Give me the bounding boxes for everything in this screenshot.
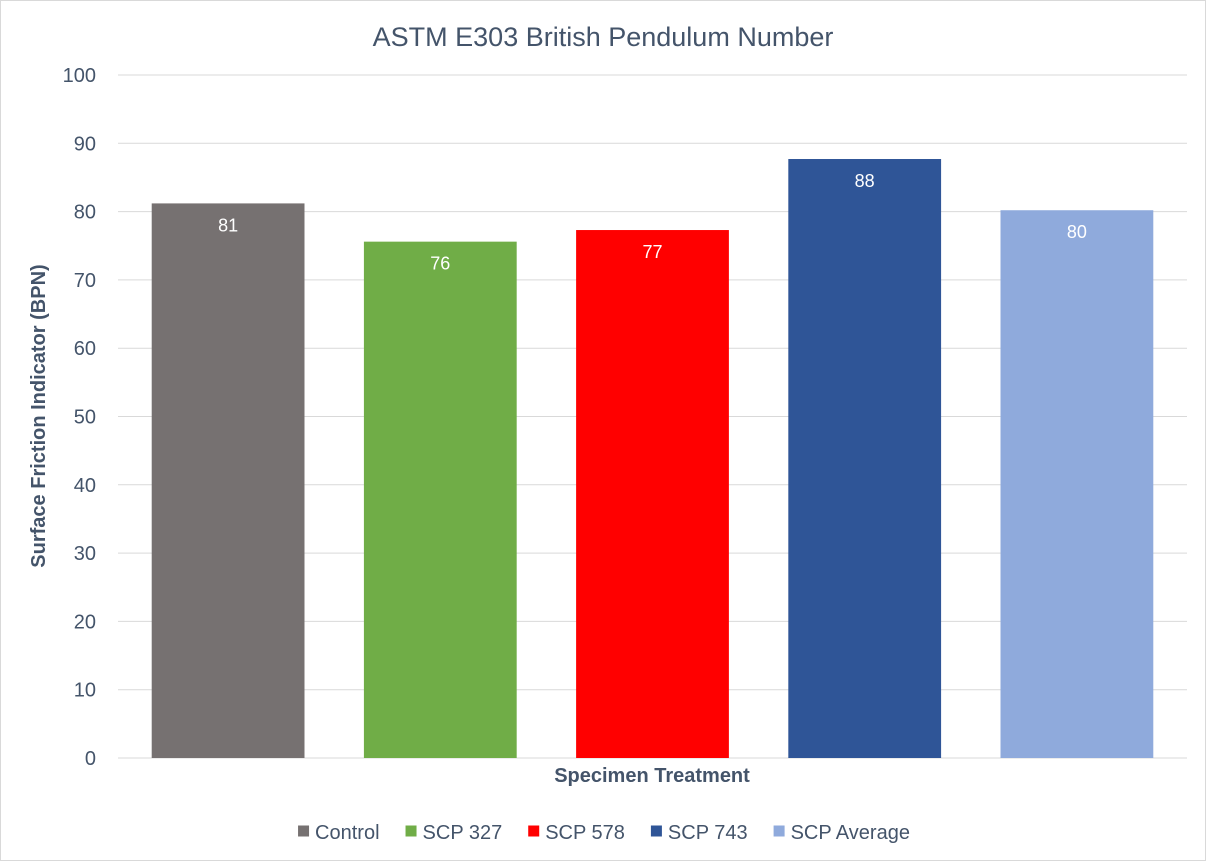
legend-swatch [773,825,785,837]
data-label: 88 [855,171,875,191]
bar-scp-327 [363,241,517,759]
y-tick-label: 90 [74,133,96,155]
legend-label: SCP 327 [423,822,503,844]
y-tick-label: 80 [74,202,96,224]
legend-label: Control [315,822,379,844]
y-tick-label: 100 [63,65,96,87]
legend-swatch [650,825,662,837]
data-label: 77 [642,242,662,262]
legend-swatch [528,825,540,837]
data-label: 76 [430,254,450,274]
legend-swatch [405,825,417,837]
y-tick-label: 20 [74,611,96,633]
legend-label: SCP 743 [668,822,748,844]
data-label: 81 [218,215,238,235]
bar-scp-average [1000,210,1154,758]
x-axis-title: Specimen Treatment [554,765,750,787]
y-axis-title: Surface Friction Indicator (BPN) [28,264,50,567]
legend-label: SCP 578 [545,822,625,844]
y-tick-label: 10 [74,680,96,702]
bar-scp-743 [788,159,942,758]
y-tick-label: 40 [74,475,96,497]
bars [151,159,1154,759]
y-tick-label: 30 [74,543,96,565]
legend: Control SCP 327 SCP 578 SCP 743 SCP Average [298,822,910,844]
bar-scp-578 [576,230,729,758]
legend-swatch [298,825,310,837]
y-axis-ticks: 0 10 20 30 40 50 60 70 80 90 100 [63,65,96,770]
data-labels: 81 76 77 88 80 [218,171,1087,274]
data-label: 80 [1067,222,1087,242]
y-tick-label: 0 [85,748,96,770]
bar-control [151,203,305,759]
y-tick-label: 60 [74,338,96,360]
y-tick-label: 70 [74,270,96,292]
legend-label: SCP Average [791,822,910,844]
chart-title: ASTM E303 British Pendulum Number [373,22,834,52]
y-tick-label: 50 [74,407,96,429]
